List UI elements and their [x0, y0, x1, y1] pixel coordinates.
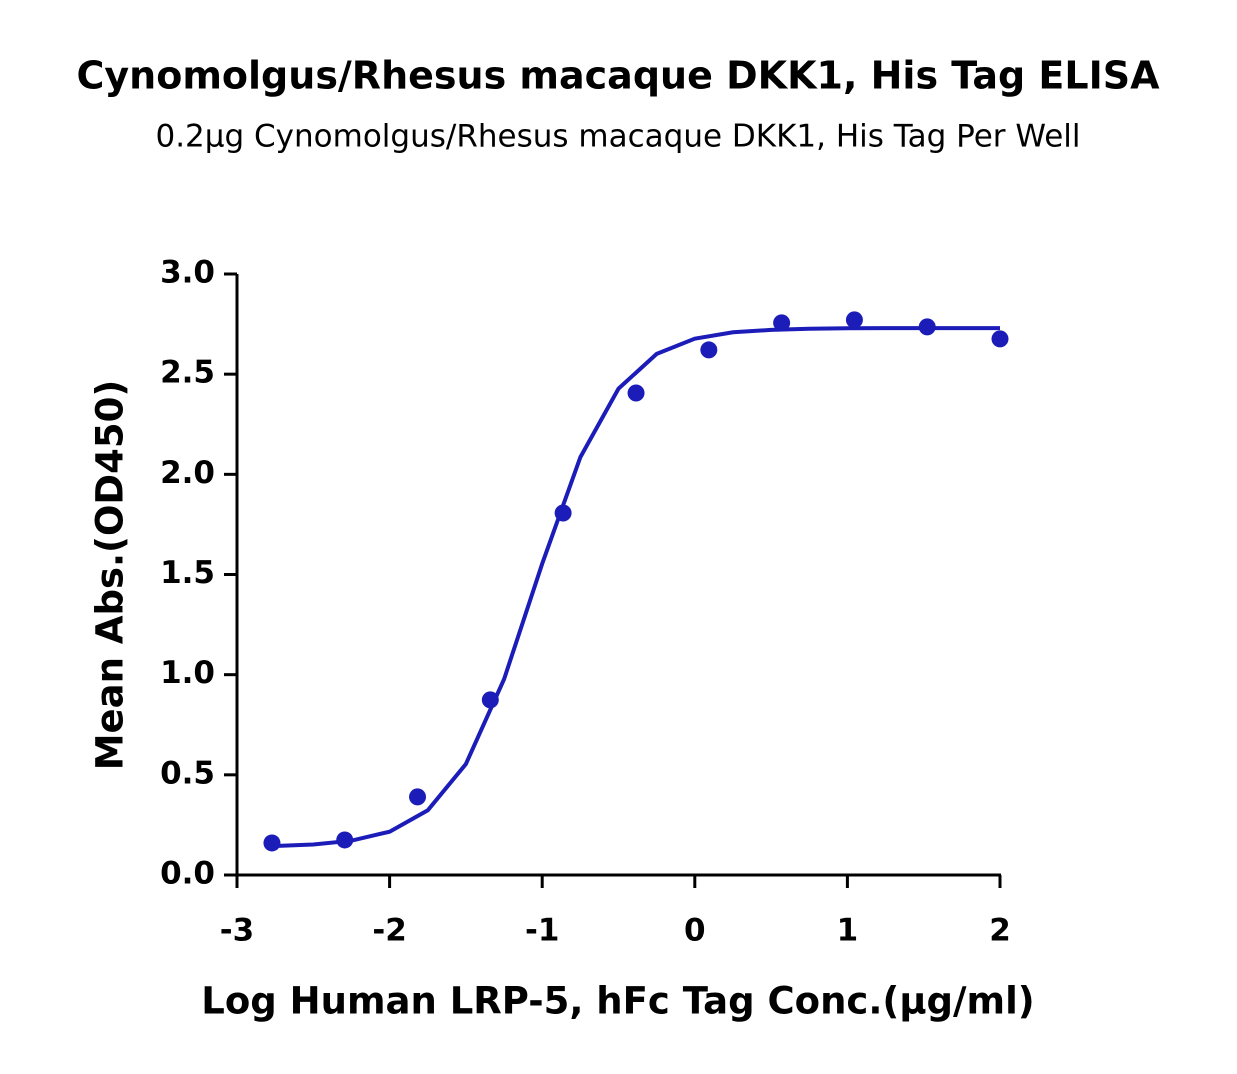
- y-axis-title: Mean Abs.(OD450): [89, 380, 132, 771]
- x-tick-label: 2: [989, 913, 1011, 949]
- y-tick-label: 1.5: [160, 555, 215, 591]
- data-point: [263, 834, 281, 852]
- chart-subtitle: 0.2μg Cynomolgus/Rhesus macaque DKK1, Hi…: [155, 119, 1080, 155]
- y-tick-label: 2.0: [160, 455, 215, 491]
- y-tick-label: 0.5: [160, 755, 215, 791]
- x-tick-label: -3: [220, 913, 254, 949]
- fit-curve: [275, 326, 1000, 848]
- y-tick-label: 3.0: [160, 255, 215, 291]
- x-axis-title: Log Human LRP-5, hFc Tag Conc.(μg/ml): [201, 980, 1034, 1023]
- data-point: [991, 330, 1009, 348]
- x-tick-label: -2: [372, 913, 406, 949]
- data-point: [481, 691, 499, 709]
- data-point: [700, 341, 718, 359]
- data-point: [336, 831, 354, 849]
- data-point: [773, 314, 791, 332]
- y-tick-label: 0.0: [160, 856, 215, 892]
- x-tick-label: -1: [525, 913, 559, 949]
- data-point: [845, 311, 863, 329]
- data-point: [409, 788, 427, 806]
- y-tick-label: 2.5: [160, 355, 215, 391]
- x-tick-label: 1: [837, 913, 859, 949]
- data-point: [918, 318, 936, 336]
- x-tick-label: 0: [684, 913, 706, 949]
- data-point: [554, 504, 572, 522]
- chart-title: Cynomolgus/Rhesus macaque DKK1, His Tag …: [77, 54, 1161, 98]
- y-tick-label: 1.0: [160, 655, 215, 691]
- data-point: [627, 384, 645, 402]
